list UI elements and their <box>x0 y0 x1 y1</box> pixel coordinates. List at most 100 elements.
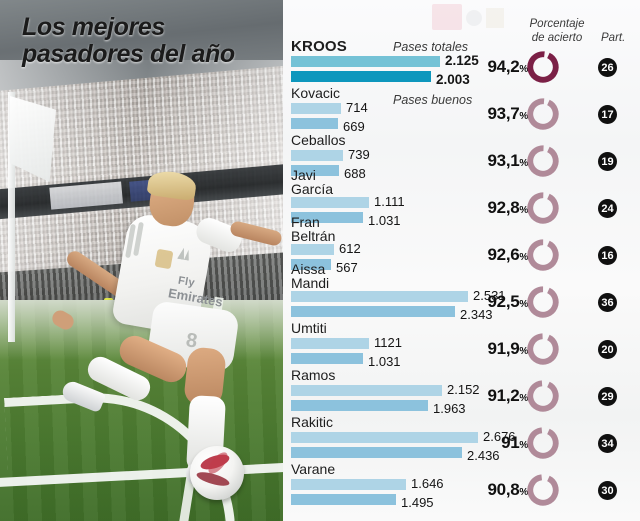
accuracy-percentage: 93,1% <box>488 151 529 171</box>
accuracy-donut-icon <box>527 145 559 177</box>
accuracy-donut-icon <box>527 98 559 130</box>
total-passes-value: 1121 <box>374 335 402 350</box>
accuracy-value: 92,5 <box>487 292 520 311</box>
percent-sign: % <box>519 205 528 216</box>
accuracy-donut-icon <box>527 51 559 83</box>
club-crest <box>154 248 174 270</box>
player-name: KROOS <box>291 38 348 55</box>
percent-sign: % <box>519 299 528 310</box>
good-passes-value: 1.963 <box>433 401 466 416</box>
good-passes-bar <box>291 118 338 129</box>
total-passes-value: 612 <box>339 241 361 256</box>
accuracy-percentage: 94,2% <box>488 57 529 77</box>
accuracy-percentage: 92,5% <box>487 292 529 312</box>
total-passes-bar <box>291 103 341 114</box>
barrier-ad-panel <box>49 181 123 210</box>
column-header-total-passes: Pases totales <box>393 40 469 54</box>
player-name: Ramos <box>291 367 336 383</box>
good-passes-bar <box>291 165 339 176</box>
good-passes-value: 1.031 <box>368 213 401 228</box>
good-passes-bar <box>291 259 331 270</box>
accuracy-value: 91 <box>501 433 520 452</box>
passers-chart: Pases totales Pases buenos Porcentaje de… <box>283 0 640 521</box>
player-name: Kovacic <box>291 85 341 101</box>
total-passes-bar <box>291 385 442 396</box>
percent-sign: % <box>519 487 528 498</box>
accuracy-value: 90,8 <box>487 480 520 499</box>
good-passes-bar <box>291 306 455 317</box>
total-passes-value: 2.125 <box>445 53 479 68</box>
total-passes-bar <box>291 479 406 490</box>
good-passes-bar <box>291 494 396 505</box>
total-passes-value: 1.111 <box>374 194 405 209</box>
good-passes-value: 1.495 <box>401 495 434 510</box>
accuracy-percentage: 91,2% <box>487 386 529 406</box>
percent-sign: % <box>519 393 528 404</box>
good-passes-bar <box>291 71 431 82</box>
player-name: Varane <box>291 461 336 477</box>
good-passes-value: 1.031 <box>368 354 401 369</box>
total-passes-bar <box>291 150 343 161</box>
player-name: Aissa Mandi <box>291 261 330 291</box>
good-passes-bar <box>291 212 363 223</box>
participations-badge: 16 <box>598 246 617 265</box>
percent-sign: % <box>519 346 528 357</box>
accuracy-donut-icon <box>527 380 559 412</box>
accuracy-donut-icon <box>527 474 559 506</box>
player-name: Umtiti <box>291 320 327 336</box>
column-header-participations: Part. <box>601 32 626 44</box>
good-passes-value: 688 <box>344 166 366 181</box>
football-ball <box>190 446 244 500</box>
accuracy-percentage: 91% <box>501 433 528 453</box>
percent-sign: % <box>519 252 528 263</box>
good-passes-value: 669 <box>343 119 365 134</box>
participations-badge: 36 <box>598 293 617 312</box>
participations-badge: 24 <box>598 199 617 218</box>
accuracy-percentage: 92,6% <box>487 245 529 265</box>
accuracy-donut-icon <box>527 427 559 459</box>
total-passes-value: 714 <box>346 100 368 115</box>
total-passes-bar <box>291 338 369 349</box>
player-name: Rakitic <box>291 414 334 430</box>
good-passes-bar <box>291 353 363 364</box>
column-header-good-passes: Pases buenos <box>393 93 473 107</box>
accuracy-donut-icon <box>527 192 559 224</box>
participations-badge: 34 <box>598 434 617 453</box>
participations-badge: 26 <box>598 58 617 77</box>
accuracy-donut-icon <box>527 239 559 271</box>
accuracy-percentage: 90,8% <box>487 480 529 500</box>
accuracy-value: 93,7 <box>487 104 520 123</box>
total-passes-bar <box>291 432 478 443</box>
publisher-watermark <box>432 4 504 32</box>
player-name: Javi García <box>291 167 334 197</box>
accuracy-value: 91,2 <box>487 386 520 405</box>
percent-sign: % <box>519 111 528 122</box>
accuracy-percentage: 91,9% <box>487 339 529 359</box>
participations-badge: 30 <box>598 481 617 500</box>
column-header-accuracy: Porcentaje de acierto <box>529 18 585 44</box>
good-passes-value: 567 <box>336 260 358 275</box>
good-passes-value: 2.003 <box>436 72 470 87</box>
corner-flag-pole <box>8 92 15 342</box>
percent-sign: % <box>519 64 528 75</box>
total-passes-bar <box>291 197 369 208</box>
player-photo: Fly Emirates 8 <box>0 0 292 521</box>
total-passes-value: 2.152 <box>447 382 480 397</box>
total-passes-value: 2.676 <box>483 429 516 444</box>
accuracy-value: 92,8 <box>487 198 520 217</box>
accuracy-percentage: 92,8% <box>487 198 529 218</box>
accuracy-value: 92,6 <box>487 245 520 264</box>
total-passes-value: 2.531 <box>473 288 506 303</box>
good-passes-value: 2.343 <box>460 307 493 322</box>
participations-badge: 20 <box>598 340 617 359</box>
good-passes-value: 2.436 <box>467 448 500 463</box>
player-name: Fran Beltrán <box>291 214 336 244</box>
page-title: Los mejores pasadores del año <box>22 13 235 68</box>
accuracy-value: 91,9 <box>487 339 520 358</box>
total-passes-bar <box>291 244 334 255</box>
accuracy-percentage: 93,7% <box>487 104 529 124</box>
total-passes-bar <box>291 291 468 302</box>
total-passes-value: 1.646 <box>411 476 444 491</box>
accuracy-donut-icon <box>527 333 559 365</box>
